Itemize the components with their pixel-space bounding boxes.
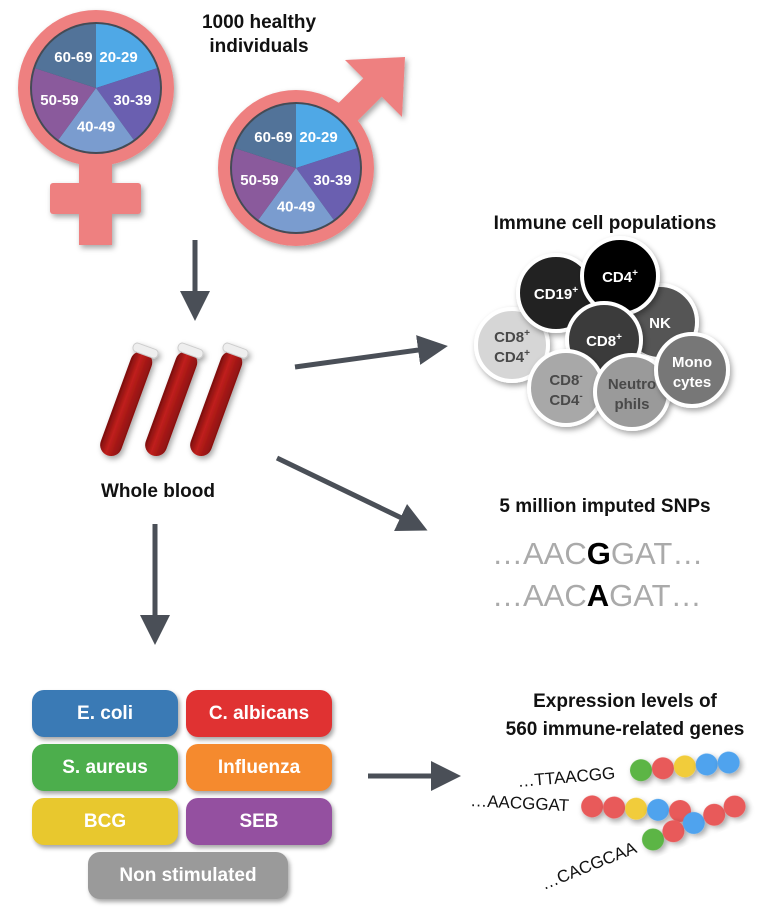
stimulus-bcg[interactable]: BCG xyxy=(32,798,178,845)
pie-slice-60-69 xyxy=(235,104,296,168)
snp-suffix: GAT… xyxy=(609,578,701,613)
expression-bead xyxy=(642,828,665,851)
pie-slice-60-69 xyxy=(35,24,96,88)
cohort-title-line2: individuals xyxy=(209,36,308,57)
expression-bead xyxy=(703,803,726,826)
gene-sequence-3: …CACGCAA xyxy=(538,838,639,894)
flow-arrows xyxy=(140,240,461,791)
blood-tubes-icon xyxy=(100,342,249,457)
expression-bead xyxy=(695,753,718,776)
cell-label: CD8+ xyxy=(494,328,530,346)
snp-allele: A xyxy=(587,578,609,613)
cell-label: NK xyxy=(649,315,671,332)
arrow-blood-to-cells xyxy=(294,335,448,370)
age-group-label: 60-69 xyxy=(54,49,92,66)
snp-allele: G xyxy=(587,536,611,571)
snp-suffix: GAT… xyxy=(611,536,703,571)
age-group-label: 50-59 xyxy=(240,172,278,189)
expression-title-line2: 560 immune-related genes xyxy=(506,719,745,740)
stimulus-label: S. aureus xyxy=(62,756,148,778)
snp-prefix: …AAC xyxy=(492,536,587,571)
expression-bead xyxy=(625,797,648,820)
immune-cell-cluster: CD8+ CD4+ CD19+ NK CD4+ CD8+ CD8- CD4- Neutro phi… xyxy=(474,236,730,431)
expression-bead xyxy=(581,795,604,818)
pie-slice-50-59 xyxy=(232,148,296,220)
expression-bead xyxy=(630,759,653,782)
immune-cell-7: Mono cytes xyxy=(654,332,730,408)
stimulus-label: E. coli xyxy=(77,702,133,724)
expression-bead xyxy=(682,812,705,835)
immune-cell-5: CD8- CD4- xyxy=(527,349,605,427)
age-group-label: 40-49 xyxy=(77,118,115,135)
stimulus-seb[interactable]: SEB xyxy=(186,798,332,845)
age-group-label: 30-39 xyxy=(113,92,151,109)
cell-label: CD4- xyxy=(549,391,582,409)
cell-label: CD8+ xyxy=(586,332,622,350)
expression-bead xyxy=(662,820,685,843)
stimulus-label: BCG xyxy=(83,810,127,832)
cell-label: CD8- xyxy=(549,371,582,389)
cell-label: Mono xyxy=(672,354,712,371)
snp-sequence-1: …AACGGAT… xyxy=(492,536,703,571)
pie-slice-40-49 xyxy=(258,168,334,233)
snp-prefix: …AAC xyxy=(492,578,587,613)
cell-label: CD4+ xyxy=(602,268,638,286)
snps-title: 5 million imputed SNPs xyxy=(499,496,710,517)
stimulus-non-stimulated[interactable]: Non stimulated xyxy=(88,852,288,899)
stimulus-label: SEB xyxy=(239,810,279,832)
gene-sequence-1: …TTAACGG xyxy=(517,764,616,791)
age-group-label: 30-39 xyxy=(313,172,351,189)
expression-bead xyxy=(651,757,674,780)
expression-bead xyxy=(723,795,746,818)
snp-sequence-2: …AACAGAT… xyxy=(492,578,702,613)
cell-label: Neutro xyxy=(608,376,656,393)
age-group-label: 40-49 xyxy=(277,198,315,215)
expression-bead xyxy=(603,796,626,819)
expression-sequences: …TTAACGG …AACGGAT …CACGCAA xyxy=(470,751,746,894)
pie-slice-20-29 xyxy=(96,24,157,88)
age-group-label: 50-59 xyxy=(40,92,78,109)
stimulus-label: Non stimulated xyxy=(119,864,257,886)
female-age-pie: 20-29 30-39 40-49 50-59 60-69 xyxy=(30,22,162,154)
cell-label: phils xyxy=(614,396,649,413)
stimulus-label: Influenza xyxy=(217,756,301,778)
cell-label: CD4+ xyxy=(494,348,530,366)
male-age-pie: 20-29 30-39 40-49 50-59 60-69 xyxy=(230,102,362,234)
age-group-label: 60-69 xyxy=(254,129,292,146)
expression-bead xyxy=(673,755,696,778)
gene-sequence-2: …AACGGAT xyxy=(470,791,570,815)
immune-cell-0: CD8+ CD4+ xyxy=(474,307,550,383)
expression-title-line1: Expression levels of xyxy=(533,691,717,712)
immune-cells-title: Immune cell populations xyxy=(494,213,717,234)
cell-label: cytes xyxy=(673,374,711,391)
pie-slice-50-59 xyxy=(32,68,96,140)
stimulus-s-aureus[interactable]: S. aureus xyxy=(32,744,178,791)
arrow-blood-to-snps xyxy=(275,455,428,532)
pie-slice-30-39 xyxy=(96,68,161,140)
pie-slice-40-49 xyxy=(58,88,134,152)
whole-blood-label: Whole blood xyxy=(101,481,215,502)
stimulus-label: C. albicans xyxy=(208,702,310,724)
age-group-label: 20-29 xyxy=(99,49,137,66)
expression-bead xyxy=(717,751,740,774)
stimulus-c-albicans[interactable]: C. albicans xyxy=(186,690,332,737)
expression-bead xyxy=(647,798,670,821)
pie-slice-30-39 xyxy=(296,148,360,220)
pie-slice-20-29 xyxy=(296,104,357,168)
stimulus-e-coli[interactable]: E. coli xyxy=(32,690,178,737)
stimulus-influenza[interactable]: Influenza xyxy=(186,744,332,791)
age-group-label: 20-29 xyxy=(299,129,337,146)
cohort-title-line1: 1000 healthy xyxy=(202,12,316,33)
cell-label: CD19+ xyxy=(534,285,578,303)
